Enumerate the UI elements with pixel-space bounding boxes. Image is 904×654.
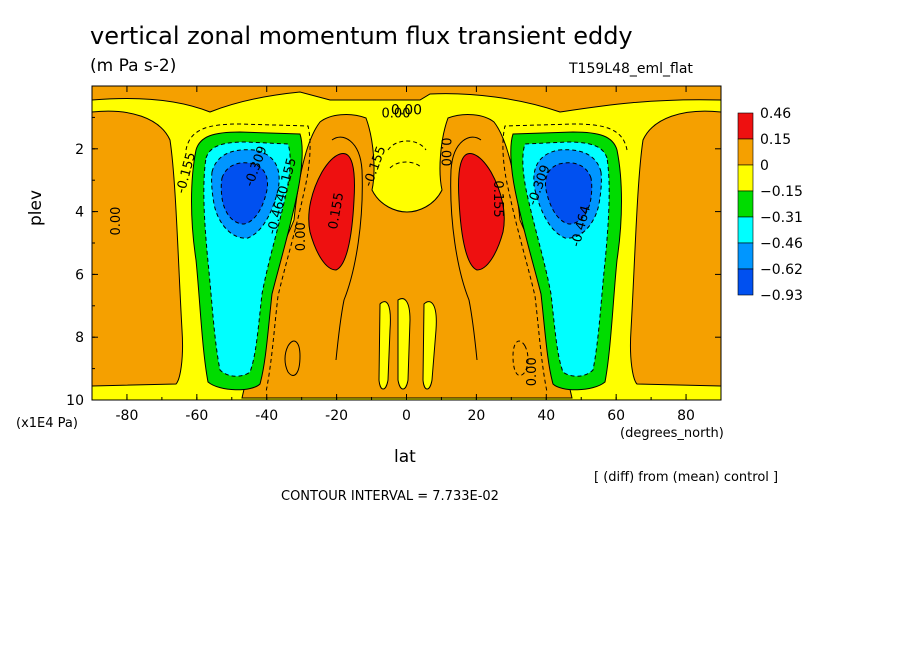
legend-label: −0.93 <box>760 288 803 304</box>
x-tick-label: 0 <box>402 408 411 424</box>
legend-label: −0.46 <box>760 236 803 252</box>
chart-units: (m Pa s-2) <box>90 56 177 76</box>
deep-blue-region-south <box>220 162 268 225</box>
contour-label: 0.00 <box>391 102 422 118</box>
orange-region-west <box>92 110 183 387</box>
y-tick-label: 8 <box>75 330 84 346</box>
contour-label: 0.155 <box>326 191 347 230</box>
y-axis: 2 4 6 8 10 <box>66 116 721 409</box>
dashed-contour-top <box>387 140 427 169</box>
chart-title: vertical zonal momentum flux transient e… <box>90 22 633 50</box>
x-axis-units: (degrees_north) <box>620 426 724 441</box>
legend-label: −0.62 <box>760 262 803 278</box>
run-name: T159L48_eml_flat <box>569 61 693 77</box>
x-tick-label: -20 <box>325 408 348 424</box>
legend-label: −0.15 <box>760 184 803 200</box>
y-tick-label: 2 <box>75 142 84 158</box>
yellow-pocket-center <box>397 298 411 390</box>
x-tick-label: -60 <box>185 408 208 424</box>
contour-label: 0.00 <box>437 137 452 166</box>
y-tick-label: 10 <box>66 393 84 409</box>
solid-contour-north <box>450 136 482 361</box>
contour-interval: CONTOUR INTERVAL = 7.733E-02 <box>281 489 499 504</box>
red-region-south <box>308 153 355 271</box>
dashed-contour-north <box>502 123 628 393</box>
legend-swatch <box>737 138 754 166</box>
legend-label: 0 <box>760 158 769 174</box>
x-tick-label: 40 <box>537 408 555 424</box>
contour-fill <box>92 86 721 400</box>
x-tick-label: 80 <box>677 408 695 424</box>
x-axis: -80 -60 -40 -20 0 20 40 60 80 <box>91 86 722 424</box>
x-tick-label: -80 <box>116 408 139 424</box>
yellow-pocket-center-left <box>378 301 391 390</box>
yellow-pocket-center-right <box>422 301 437 390</box>
legend-swatch <box>737 216 754 244</box>
orange-region-top <box>92 86 721 113</box>
contour-label: 0.155 <box>490 180 505 217</box>
y-tick-label: 6 <box>75 267 84 283</box>
solid-contour-south <box>331 136 363 361</box>
legend-swatch <box>737 268 754 296</box>
red-region-north <box>458 153 505 271</box>
x-tick-label: 20 <box>467 408 485 424</box>
dashed-contour-south <box>185 123 311 393</box>
legend-label: −0.31 <box>760 210 803 226</box>
diff-note: [ (diff) from (mean) control ] <box>594 470 779 485</box>
legend-swatch <box>737 164 754 192</box>
contour-label: 0.00 <box>109 207 124 236</box>
contour-label: 0.00 <box>525 357 540 386</box>
orange-pocket-north <box>512 340 529 376</box>
contour-label: 0.00 <box>294 222 309 251</box>
legend-swatch <box>737 242 754 270</box>
x-axis-label: lat <box>394 447 416 467</box>
legend-label: 0.46 <box>760 106 791 122</box>
orange-pocket-south <box>284 340 301 376</box>
contour-label: 0.00 <box>382 106 411 121</box>
legend-swatch <box>737 190 754 218</box>
orange-region-east <box>630 110 721 387</box>
legend-label: 0.15 <box>760 132 791 148</box>
y-axis-units: (x1E4 Pa) <box>16 416 78 431</box>
x-tick-label: 60 <box>607 408 625 424</box>
color-legend: 0.46 0.15 0 −0.15 −0.31 −0.46 −0.62 −0.93 <box>737 106 803 304</box>
x-tick-label: -40 <box>255 408 278 424</box>
y-tick-label: 4 <box>75 205 84 221</box>
deep-blue-region-north <box>545 162 593 225</box>
legend-swatch <box>737 112 754 140</box>
